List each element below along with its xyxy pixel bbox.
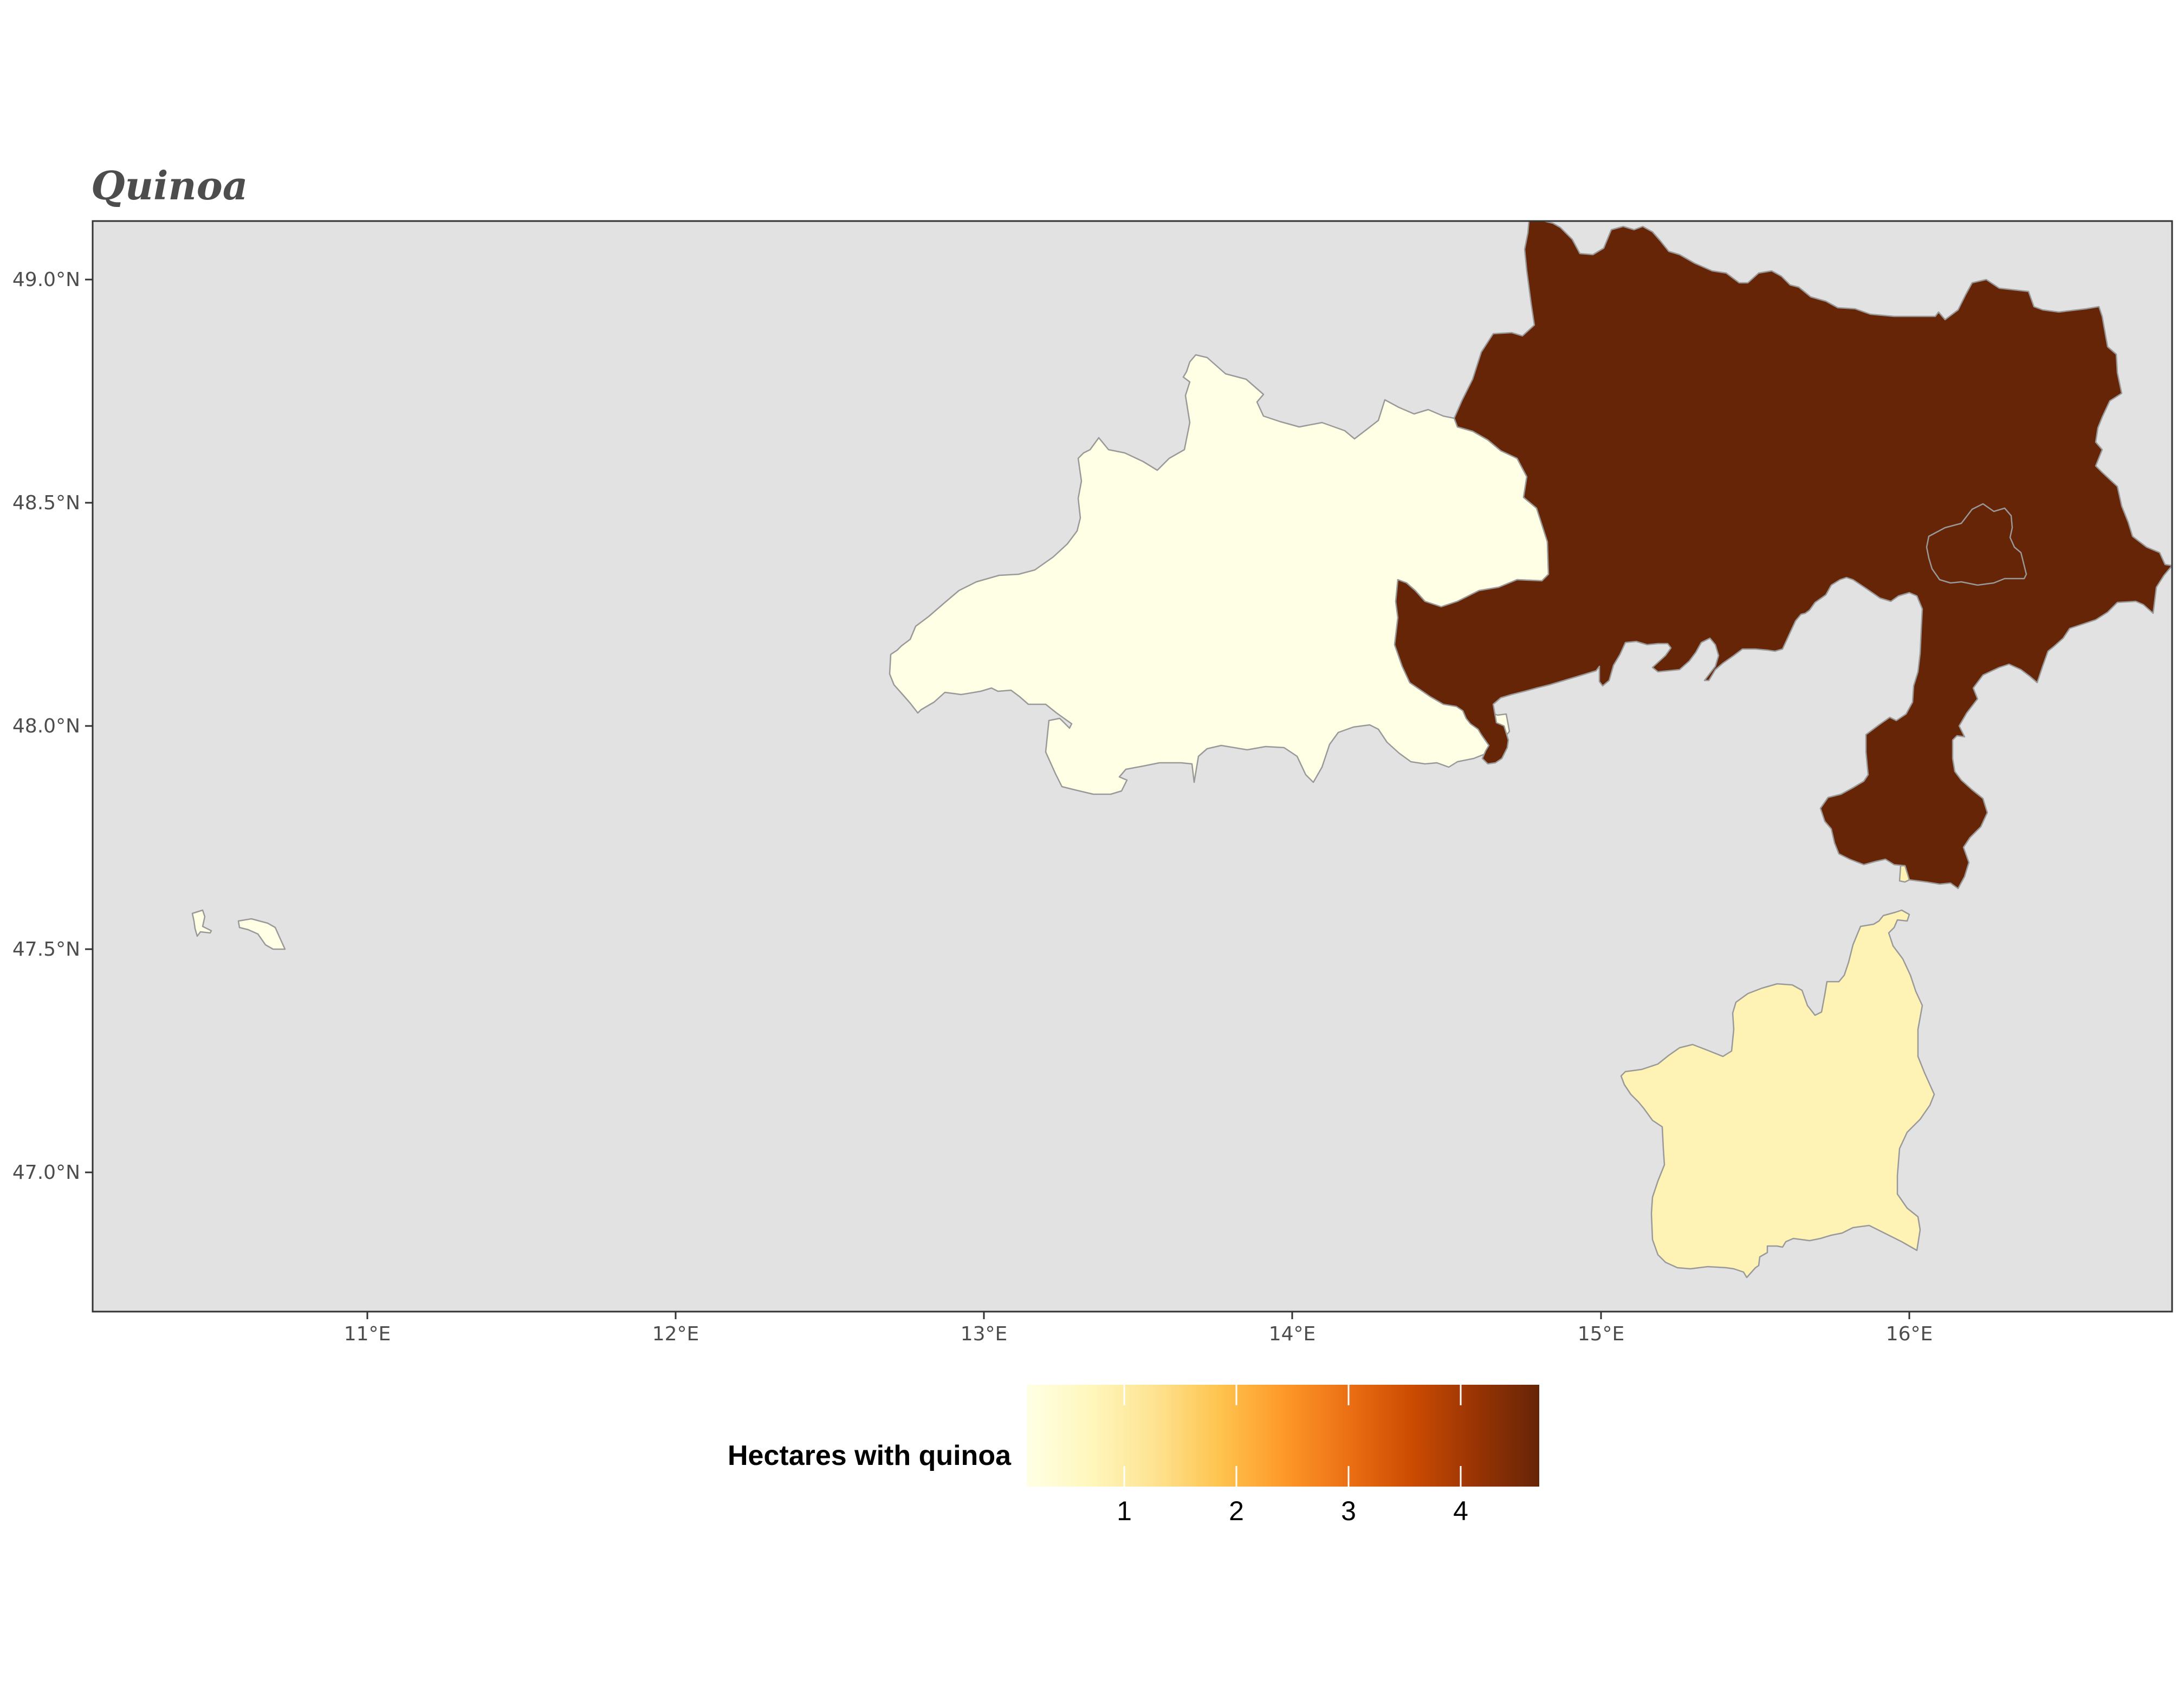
- legend-title: Hectares with quinoa: [728, 1440, 1012, 1471]
- map-panel-border: [92, 220, 2173, 1313]
- legend-tick-label: 1: [1117, 1496, 1132, 1526]
- lat-tick-label: 48.0°N: [12, 715, 80, 737]
- lat-tick-label: 47.0°N: [12, 1162, 80, 1184]
- lat-tick-label: 47.5°N: [12, 938, 80, 961]
- lon-tick-label: 16°E: [1886, 1323, 1933, 1345]
- legend-tick-label: 2: [1229, 1496, 1244, 1526]
- region-tyrol-fragment[interactable]: [191, 909, 286, 950]
- legend-colorbar: [1027, 1385, 1539, 1487]
- lon-tick-label: 11°E: [344, 1323, 391, 1345]
- legend: Hectares with quinoa 1 2 3 4: [728, 1385, 1539, 1526]
- map-panel: [92, 220, 2173, 1313]
- legend-tick-label: 3: [1341, 1496, 1356, 1526]
- region-styria[interactable]: [1620, 865, 1935, 1279]
- map-title: Quinoa: [91, 163, 248, 209]
- region-lower-austria[interactable]: [1394, 221, 2172, 890]
- lat-tick-label: 49.0°N: [12, 269, 80, 291]
- lon-tick-label: 12°E: [652, 1323, 699, 1345]
- lat-tick-label: 48.5°N: [12, 492, 80, 514]
- legend-tick-label: 4: [1453, 1496, 1468, 1526]
- lon-tick-label: 13°E: [961, 1323, 1008, 1345]
- lon-tick-label: 15°E: [1578, 1323, 1625, 1345]
- lon-tick-label: 14°E: [1269, 1323, 1316, 1345]
- lon-axis: 11°E 12°E 13°E 14°E 15°E 16°E: [344, 1312, 1933, 1345]
- lat-axis: 49.0°N 48.5°N 48.0°N 47.5°N 47.0°N: [12, 269, 93, 1184]
